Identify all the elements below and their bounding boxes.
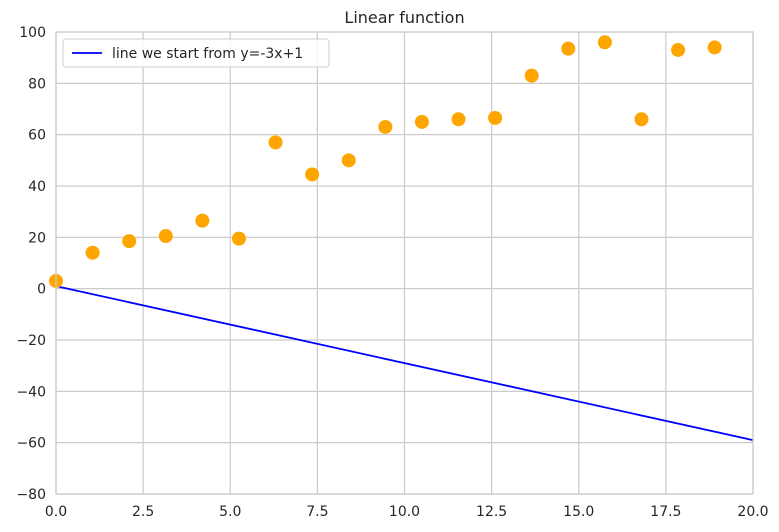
y-axis: −80 −60 −40 −20 0 20 40 60 80 100 (16, 25, 46, 503)
data-point (597, 35, 612, 50)
data-point (268, 135, 283, 150)
x-tick-label: 12.5 (476, 504, 507, 520)
x-tick-label: 10.0 (389, 504, 420, 520)
x-axis: 0.0 2.5 5.0 7.5 10.0 12.5 15.0 17.5 20.0 (45, 504, 769, 520)
scatter-series (49, 35, 722, 288)
y-tick-label: 60 (28, 128, 46, 144)
plot-frame (55, 31, 754, 495)
data-point (305, 167, 320, 182)
y-tick-label: 20 (28, 230, 46, 246)
y-tick-label: 40 (28, 179, 46, 195)
data-point (231, 231, 246, 246)
data-point (671, 42, 686, 57)
data-point (195, 213, 210, 228)
linear-function-line (55, 285, 754, 441)
data-point (158, 229, 173, 244)
legend-label: line we start from y=-3x+1 (112, 46, 303, 62)
x-tick-label: 5.0 (219, 504, 241, 520)
x-tick-label: 17.5 (650, 504, 681, 520)
data-point (122, 234, 137, 249)
x-tick-label: 2.5 (132, 504, 154, 520)
x-tick-label: 7.5 (306, 504, 328, 520)
y-tick-label: 0 (37, 282, 46, 298)
data-point (378, 119, 393, 134)
x-tick-label: 15.0 (563, 504, 594, 520)
y-tick-label: −80 (16, 487, 46, 503)
data-point (561, 41, 576, 56)
x-tick-label: 0.0 (45, 504, 67, 520)
data-point (85, 245, 100, 260)
y-tick-label: −40 (16, 384, 46, 400)
y-tick-label: −60 (16, 436, 46, 452)
y-tick-label: 100 (19, 25, 46, 41)
y-tick-label: 80 (28, 76, 46, 92)
y-tick-label: −20 (16, 333, 46, 349)
data-point (524, 68, 539, 83)
line-series (55, 285, 754, 441)
data-point (341, 153, 356, 168)
chart-title: Linear function (344, 8, 464, 27)
legend: line we start from y=-3x+1 (62, 38, 330, 68)
data-point (451, 112, 466, 127)
data-point (488, 110, 503, 125)
x-tick-label: 20.0 (737, 504, 768, 520)
data-point (634, 112, 649, 127)
legend-box (62, 38, 330, 68)
data-point (414, 114, 429, 129)
data-point (707, 40, 722, 55)
